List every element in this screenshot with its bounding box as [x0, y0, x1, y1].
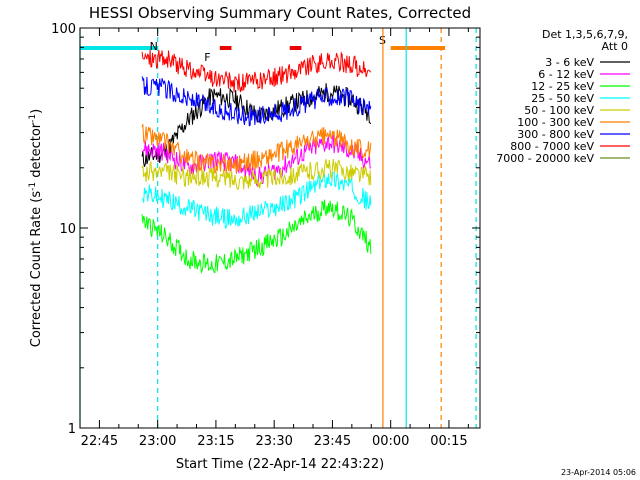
- legend-label-0: 3 - 6 keV: [545, 56, 594, 69]
- series-line-3: [141, 170, 372, 229]
- legend-label-8: 7000 - 20000 keV: [496, 152, 594, 165]
- x-tick-label-3: 23:30: [255, 434, 292, 449]
- legend-label-7: 800 - 7000 keV: [510, 140, 594, 153]
- y-axis-label-exp2: -1: [28, 114, 38, 123]
- legend-label-6: 300 - 800 keV: [517, 128, 594, 141]
- series-line-2: [141, 199, 372, 275]
- series-line-7: [141, 49, 372, 93]
- y-axis-label: Corrected Count Rate (s-1 detector-1): [28, 109, 44, 347]
- chart-title: HESSI Observing Summary Count Rates, Cor…: [89, 4, 471, 22]
- series-line-4: [141, 158, 372, 191]
- x-tick-label-2: 23:15: [197, 434, 234, 449]
- legend-label-3: 25 - 50 keV: [531, 92, 594, 105]
- legend-header-line2: Att 0: [602, 40, 628, 53]
- legend-header-line1: Det 1,3,5,6,7,9,: [542, 28, 628, 41]
- x-tick-label-1: 23:00: [139, 434, 176, 449]
- x-axis: 22:45 23:00 23:15 23:30 23:45 00:00 00:15: [81, 28, 469, 449]
- x-tick-label-4: 23:45: [314, 434, 351, 449]
- x-tick-label-5: 00:00: [372, 434, 409, 449]
- flag-label-F: F: [204, 51, 210, 64]
- y-axis-label-mid: detector: [29, 122, 44, 182]
- y-tick-label-1: 10: [59, 222, 76, 237]
- y-axis-label-exp1: -1: [28, 182, 38, 191]
- legend-label-1: 6 - 12 keV: [538, 68, 594, 81]
- x-axis-label: Start Time (22-Apr-14 22:43:22): [176, 457, 384, 472]
- legend-label-5: 100 - 300 keV: [517, 116, 594, 129]
- flag-label-N: N: [150, 40, 158, 53]
- timestamp: 23-Apr-2014 05:06: [561, 468, 636, 477]
- plot-frame: [79, 27, 481, 429]
- x-tick-label-6: 00:15: [430, 434, 467, 449]
- series-line-5: [141, 123, 372, 174]
- y-tick-label-0: 1: [68, 422, 76, 437]
- legend-label-4: 50 - 100 keV: [524, 104, 594, 117]
- flag-bars: NFS: [80, 34, 446, 64]
- vertical-lines: [79, 28, 477, 428]
- x-tick-label-0: 22:45: [81, 434, 118, 449]
- y-tick-label-2: 100: [51, 22, 76, 37]
- series-lines: [141, 49, 372, 275]
- y-axis-label-main: Corrected Count Rate (s: [29, 191, 44, 348]
- legend-label-2: 12 - 25 keV: [531, 80, 594, 93]
- series-line-6: [141, 76, 372, 127]
- y-axis: 1 10 100: [51, 22, 480, 437]
- y-axis-label-end: ): [29, 109, 44, 114]
